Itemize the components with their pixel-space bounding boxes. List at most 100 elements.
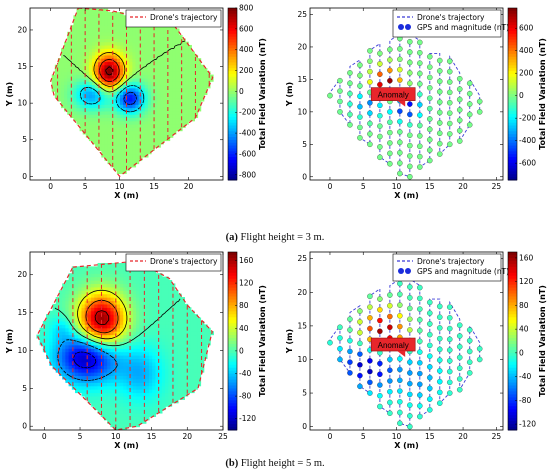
gps-point <box>387 140 393 146</box>
colorbar-segment <box>228 394 237 398</box>
x-axis-label: X (m) <box>114 191 139 200</box>
colorbar-segment <box>228 263 237 268</box>
x-tick-label: 10 <box>392 432 402 441</box>
gps-point <box>367 48 373 54</box>
colorbar-tick-label: 400 <box>519 46 534 55</box>
x-tick-label: 20 <box>184 182 194 191</box>
gps-point <box>387 388 393 395</box>
colorbar-segment <box>228 8 237 12</box>
colorbar-segment <box>508 329 517 333</box>
colorbar-tick-label: 120 <box>519 277 534 286</box>
gps-point <box>437 325 443 331</box>
colorbar-segment <box>228 42 237 46</box>
contour-250 <box>93 52 126 87</box>
colorbar-segment <box>508 91 517 95</box>
gps-point <box>417 381 423 388</box>
gps-point <box>347 90 353 97</box>
colorbar-segment <box>508 114 517 118</box>
plot-area <box>36 260 214 430</box>
gps-point <box>337 335 343 341</box>
gps-point <box>397 129 403 135</box>
gps-point <box>417 370 423 377</box>
colorbar-segment <box>508 358 517 363</box>
x-axis-label: X (m) <box>114 441 139 450</box>
gps-point <box>407 284 413 290</box>
gps-point <box>437 314 443 320</box>
gps-point <box>367 131 373 137</box>
y-tick-label: 15 <box>17 62 27 71</box>
legend: Drone's trajectory <box>125 9 222 28</box>
colorbar-segment <box>508 427 517 431</box>
gps-point <box>397 149 403 156</box>
colorbar-segment <box>228 76 237 81</box>
colorbar-segment <box>508 13 517 18</box>
x-tick-label: 20 <box>458 182 468 191</box>
gps-point <box>347 359 353 365</box>
gps-point <box>466 80 473 87</box>
gps-point <box>437 151 443 157</box>
gps-point <box>397 388 403 394</box>
colorbar: 160 120 80 40 0 -40 -80 -120 Total Field Variati… <box>227 251 267 431</box>
gps-point <box>367 358 373 364</box>
gps-point <box>447 68 453 75</box>
colorbar-segment <box>508 355 517 360</box>
colorbar-segment <box>508 421 517 425</box>
y-tick-label: 5 <box>302 389 307 398</box>
gps-point <box>437 78 443 85</box>
plot-area <box>50 8 214 178</box>
colorbar-segment <box>228 358 237 363</box>
gps-point <box>387 161 393 167</box>
gps-point <box>357 114 363 120</box>
colorbar-segment <box>508 287 517 292</box>
y-axis-label: Y (m) <box>285 329 294 354</box>
colorbar-segment <box>508 293 517 297</box>
colorbar-segment <box>228 128 237 132</box>
gps-point <box>377 133 383 140</box>
colorbar-segment <box>508 341 517 345</box>
caption-b: (b) Flight height = 5 m. <box>0 458 550 469</box>
y-tick-label: 10 <box>17 346 27 355</box>
gps-point <box>427 157 433 164</box>
colorbar-segment <box>228 281 237 286</box>
gps-point <box>407 142 413 149</box>
gps-point <box>377 61 383 67</box>
colorbar-segment <box>228 355 237 360</box>
y-axis-label: Y (m) <box>285 82 294 107</box>
colorbar-segment <box>228 94 237 98</box>
colorbar-segment <box>508 159 517 164</box>
gps-point <box>377 50 383 57</box>
colorbar-segment <box>508 296 517 300</box>
gps-point <box>357 362 363 368</box>
colorbar-segment <box>228 376 237 381</box>
colorbar-segment <box>228 168 237 172</box>
gps-point <box>407 316 413 322</box>
gps-point <box>417 81 423 87</box>
y-tick-label: 10 <box>297 355 307 364</box>
gps-point <box>377 102 383 109</box>
colorbar-segment <box>228 305 237 309</box>
gps-point <box>466 327 473 333</box>
colorbar-segment <box>228 10 237 15</box>
colorbar-segment <box>228 406 237 410</box>
gps-point <box>437 400 443 406</box>
gps-point <box>407 163 413 170</box>
y-axis-label: Y (m) <box>5 329 14 354</box>
colorbar-segment <box>228 296 237 300</box>
colorbar-segment <box>508 131 517 135</box>
x-axis-label: X (m) <box>394 191 419 200</box>
colorbar-segment <box>228 154 237 158</box>
colorbar-segment <box>228 424 237 428</box>
legend-label: Drone's trajectory <box>150 257 218 266</box>
colorbar-tick-label: 600 <box>519 24 534 33</box>
colorbar-segment <box>228 427 237 431</box>
gps-point <box>437 120 443 126</box>
colorbar-tick-label: -600 <box>519 159 536 168</box>
colorbar-segment <box>508 346 517 351</box>
gps-point <box>476 356 483 363</box>
colorbar-segment <box>228 412 237 416</box>
gps-point <box>337 345 343 352</box>
colorbar-segment <box>508 352 517 357</box>
colorbar-segment <box>508 162 517 167</box>
colorbar-segment <box>508 94 517 98</box>
